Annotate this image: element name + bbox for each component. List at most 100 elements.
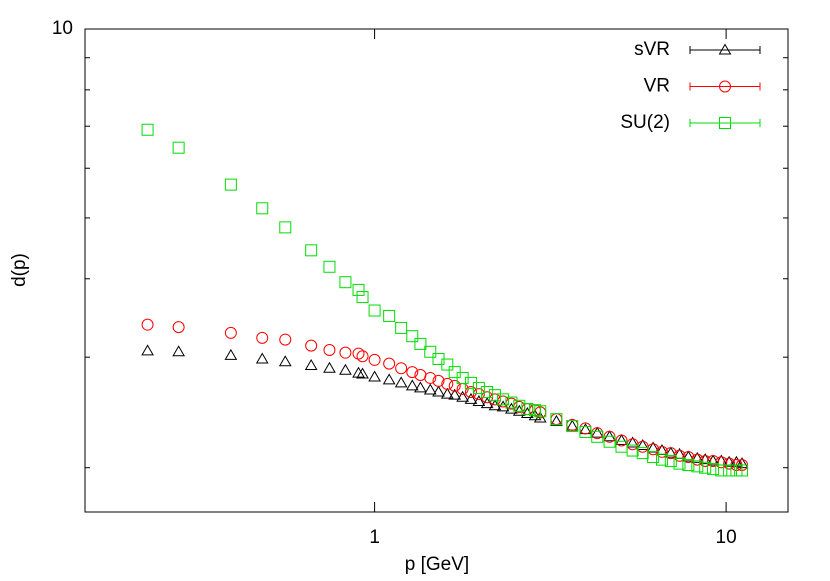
data-point	[682, 458, 695, 471]
data-point	[521, 403, 534, 416]
data-point	[141, 318, 154, 331]
data-point	[339, 346, 352, 359]
data-point	[488, 389, 501, 402]
data-point	[352, 347, 365, 360]
data-point	[395, 362, 408, 375]
data-point	[224, 178, 237, 191]
data-point	[356, 350, 369, 363]
data-point	[664, 454, 677, 467]
data-point	[636, 438, 650, 450]
data-point	[456, 371, 469, 384]
data-point	[172, 141, 185, 154]
data-point	[615, 434, 628, 447]
data-point	[172, 345, 186, 357]
data-point	[440, 387, 454, 399]
data-point	[715, 456, 728, 469]
data-point	[405, 379, 419, 391]
data-point	[255, 352, 269, 364]
legend-label: sVR	[634, 39, 670, 60]
data-point	[432, 385, 445, 397]
legend-label: SU(2)	[620, 112, 670, 133]
data-point	[707, 454, 720, 467]
data-point	[256, 331, 269, 344]
data-point	[472, 381, 485, 394]
data-point	[423, 383, 437, 395]
data-point	[566, 420, 579, 433]
data-point	[521, 403, 534, 416]
data-point	[664, 446, 678, 458]
data-point	[699, 461, 712, 474]
data-point	[550, 413, 563, 426]
data-point	[441, 377, 454, 390]
data-point	[368, 353, 381, 366]
data-point	[682, 450, 695, 462]
data-point	[224, 348, 238, 360]
data-point	[497, 393, 510, 406]
data-point	[615, 440, 628, 453]
data-point	[383, 309, 396, 322]
data-point	[339, 276, 352, 289]
y-tick-label: 10	[52, 18, 73, 39]
data-point	[414, 381, 427, 393]
data-point	[505, 396, 518, 409]
data-point	[550, 414, 563, 426]
x-tick-label: 10	[716, 527, 737, 548]
data-point	[141, 123, 154, 136]
data-point	[591, 430, 604, 443]
data-point	[141, 344, 154, 356]
data-point	[305, 244, 318, 257]
legend-label: VR	[644, 76, 670, 97]
data-point	[707, 463, 720, 476]
data-point	[636, 447, 649, 460]
plot-frame	[84, 28, 789, 513]
data-point	[664, 447, 677, 460]
legend-marker	[719, 117, 731, 129]
data-point	[647, 443, 660, 456]
data-point	[472, 394, 486, 406]
data-point	[383, 357, 396, 370]
data-point	[368, 370, 381, 382]
data-point	[673, 457, 686, 470]
data-point	[323, 260, 336, 273]
data-point	[615, 433, 628, 445]
data-point	[472, 388, 485, 401]
data-point	[368, 304, 381, 317]
data-point	[626, 444, 639, 457]
data-point	[534, 405, 547, 418]
data-point	[406, 330, 419, 343]
data-point	[256, 202, 269, 215]
legend-marker	[719, 80, 731, 93]
data-point	[304, 358, 318, 370]
data-point	[352, 366, 365, 378]
data-point	[339, 363, 352, 375]
data-point	[456, 390, 469, 402]
data-point	[356, 291, 369, 304]
data-point	[441, 358, 454, 371]
data-point	[590, 426, 604, 438]
y-axis-label: d(p)	[9, 253, 30, 287]
data-point	[655, 453, 668, 466]
data-point	[305, 339, 318, 352]
data-point	[424, 371, 437, 384]
data-point	[626, 436, 639, 448]
data-point	[682, 451, 695, 464]
data-point	[395, 321, 408, 334]
legend-marker	[718, 43, 732, 55]
data-point	[690, 451, 704, 463]
data-point	[736, 464, 749, 477]
data-point	[382, 373, 396, 385]
data-point	[513, 399, 526, 412]
data-point	[394, 376, 408, 388]
data-point	[448, 379, 461, 392]
data-point	[424, 345, 437, 358]
data-point	[481, 386, 494, 399]
data-point	[356, 367, 369, 379]
data-point	[278, 355, 292, 367]
data-point	[279, 221, 292, 234]
data-point	[647, 451, 660, 464]
data-point	[172, 321, 185, 334]
data-point	[414, 337, 427, 350]
data-point	[480, 397, 494, 409]
data-point	[432, 374, 445, 387]
